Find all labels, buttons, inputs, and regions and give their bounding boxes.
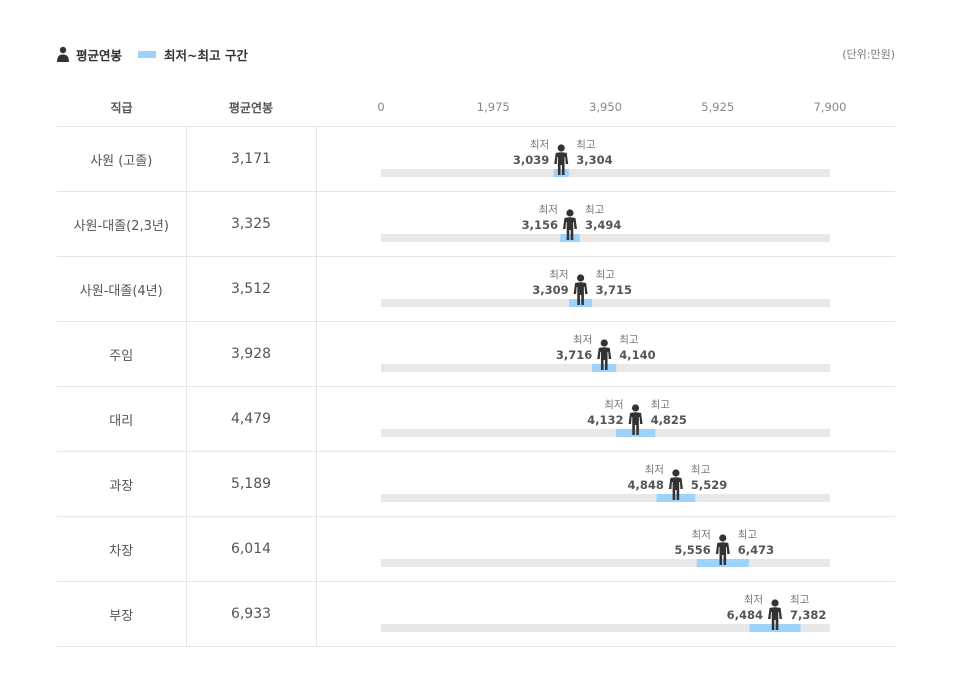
table-row: 사원-대졸(2,3년) 3,325 xyxy=(57,191,895,257)
range-cell xyxy=(316,386,895,452)
job-title: 주임 xyxy=(57,321,187,387)
job-title: 사원 (고졸) xyxy=(57,126,187,192)
table-row: 차장 6,014 xyxy=(57,516,895,582)
average-salary: 3,928 xyxy=(186,321,317,387)
legend-range-label: 최저~최고 구간 xyxy=(164,47,248,63)
person-icon xyxy=(57,46,69,62)
table-row: 사원-대졸(4년) 3,512 xyxy=(57,256,895,322)
average-salary: 6,933 xyxy=(186,581,317,647)
average-salary: 3,325 xyxy=(186,191,317,257)
job-title: 사원-대졸(4년) xyxy=(57,256,187,322)
range-cell xyxy=(316,581,895,647)
x-tick-label: 3,950 xyxy=(589,100,622,114)
table-header-row: 직급 평균연봉 0 1,975 3,950 5,925 7,900 xyxy=(57,88,895,127)
range-cell xyxy=(316,321,895,387)
x-tick-label: 7,900 xyxy=(813,100,847,114)
legend-range-swatch xyxy=(138,50,157,58)
header-title: 직급 xyxy=(57,88,186,127)
average-salary: 5,189 xyxy=(186,451,317,517)
table-row: 주임 3,928 xyxy=(57,321,895,387)
average-salary: 4,479 xyxy=(186,386,317,452)
job-title: 대리 xyxy=(57,386,187,452)
job-title: 차장 xyxy=(57,516,187,582)
job-title: 부장 xyxy=(57,581,187,647)
x-tick-label: 1,975 xyxy=(476,100,510,114)
x-axis: 0 1,975 3,950 5,925 7,900 xyxy=(316,88,895,127)
header-avg: 평균연봉 xyxy=(186,88,316,127)
average-salary: 6,014 xyxy=(186,516,317,582)
job-title: 사원-대졸(2,3년) xyxy=(57,191,187,257)
range-cell xyxy=(316,451,895,517)
range-cell xyxy=(316,126,895,192)
average-salary: 3,171 xyxy=(186,126,317,192)
unit-label: (단위:만원) xyxy=(842,48,895,61)
legend: 평균연봉 최저~최고 구간 xyxy=(56,44,248,64)
legend-avg-label: 평균연봉 xyxy=(76,47,123,63)
average-salary: 3,512 xyxy=(186,256,317,322)
range-cell xyxy=(316,191,895,257)
table-row: 대리 4,479 xyxy=(57,386,895,452)
x-tick-label: 5,925 xyxy=(701,100,735,114)
table-row: 사원 (고졸) 3,171 xyxy=(57,126,895,192)
table-row: 과장 5,189 xyxy=(57,451,895,517)
job-title: 과장 xyxy=(57,451,187,517)
range-cell xyxy=(316,256,895,322)
x-tick-label: 0 xyxy=(377,100,385,114)
table-row: 부장 6,933 xyxy=(57,581,895,647)
range-cell xyxy=(316,516,895,582)
salary-table: 직급 평균연봉 0 1,975 3,950 5,925 7,900 사원 (고졸) 3,1… xyxy=(57,88,895,647)
